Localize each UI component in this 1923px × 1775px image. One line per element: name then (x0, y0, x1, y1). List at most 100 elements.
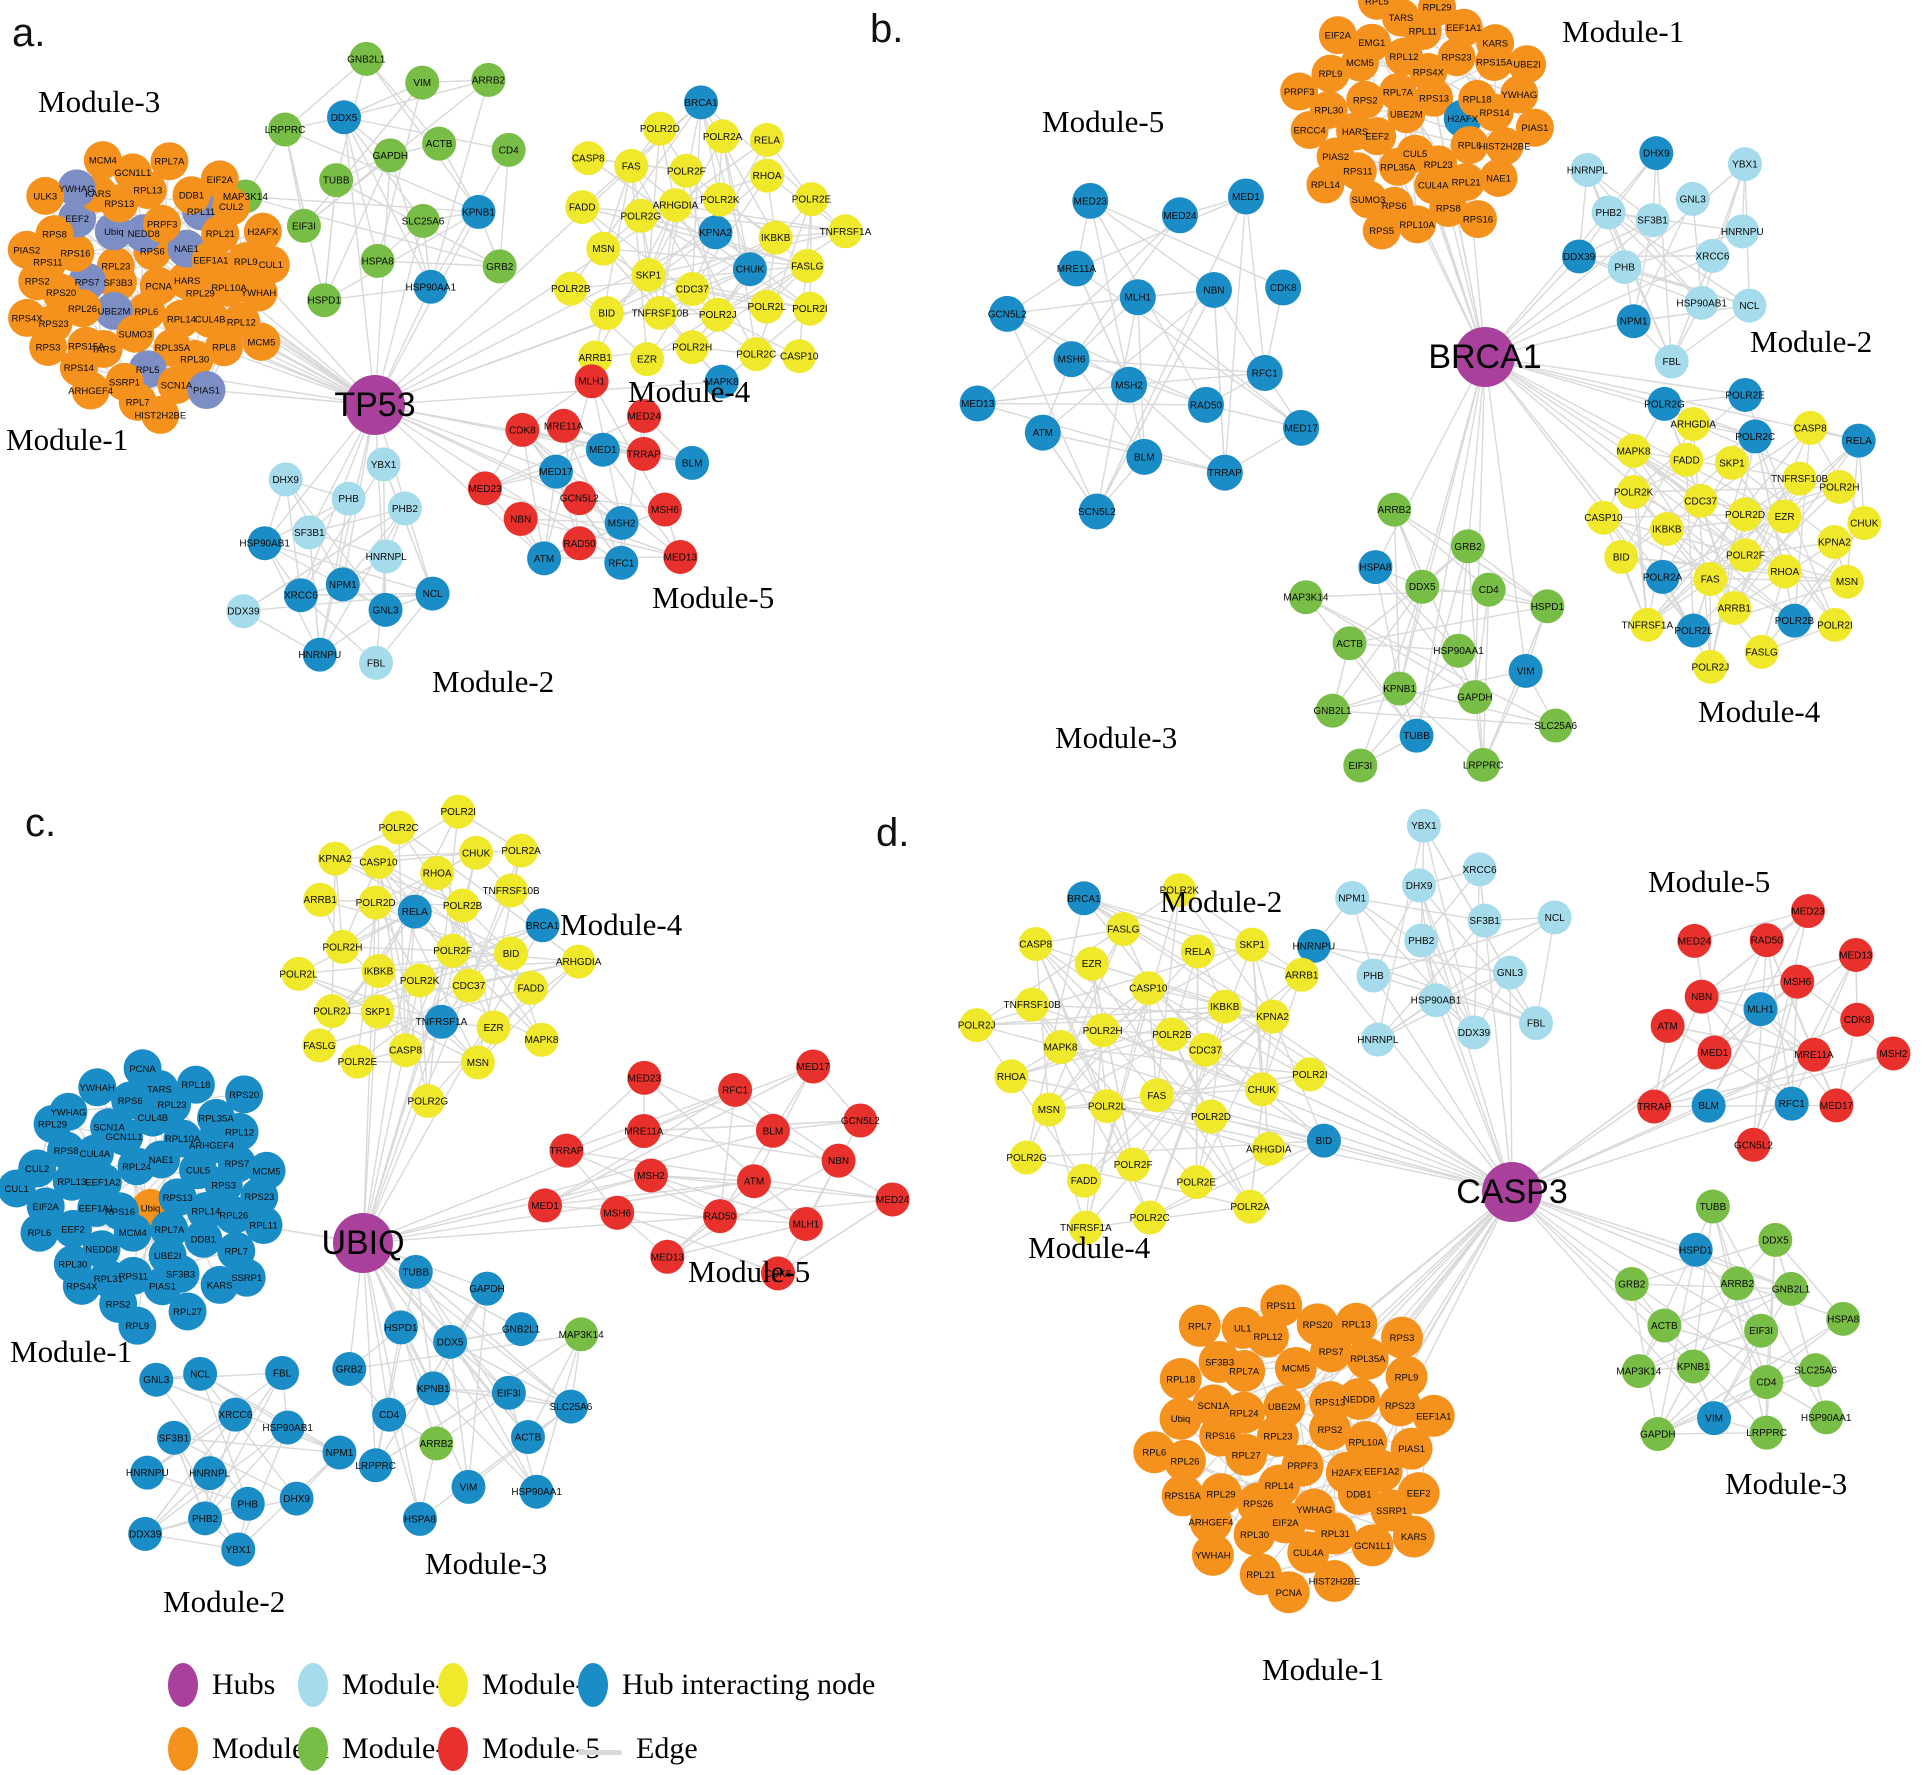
node-label: HIST2H2BE (1309, 1577, 1361, 1588)
node-label: TUBB (323, 176, 350, 187)
edge (667, 1159, 839, 1258)
node-SKP1 (631, 257, 666, 292)
node-label: Ubiq (141, 1203, 161, 1214)
node-label: RPS7 (224, 1159, 249, 1170)
node-label: KPNA2 (319, 854, 352, 865)
edge (1633, 198, 1694, 322)
node-label: CUL5 (1403, 149, 1427, 160)
edge (1708, 1052, 1894, 1107)
node-RFC1 (604, 545, 639, 580)
node-MLH1 (574, 364, 609, 399)
edge (1210, 1115, 1513, 1193)
hub-interacting-swatch-icon (578, 1663, 608, 1707)
node-label: POLR2A (1230, 1202, 1270, 1213)
edge (1083, 897, 1253, 946)
edge (659, 205, 677, 313)
node-HSPA8 (1826, 1301, 1861, 1336)
node-RFC1 (718, 1072, 753, 1107)
node-label: ACTB (426, 139, 453, 150)
node-RPL12 (220, 1112, 259, 1151)
node-label: VIM (460, 1482, 478, 1493)
node-RHOA (994, 1059, 1029, 1094)
node-label: RPS8 (42, 230, 67, 241)
node-label: ARHGEF4 (189, 1140, 234, 1151)
node-BLM (675, 445, 710, 480)
edge (1129, 372, 1265, 386)
node-label: POLR2L (279, 969, 318, 980)
node-POLR2K (1616, 475, 1651, 510)
node-MED13 (959, 385, 996, 422)
edge (1075, 268, 1130, 386)
node-label: RPS15A (1164, 1491, 1201, 1502)
node-MRE11A (626, 1113, 661, 1148)
node-label: MED17 (1284, 423, 1318, 434)
hub-label-TP53: TP53 (334, 386, 415, 424)
node-label: RPL9 (1319, 69, 1343, 80)
node-label: MRE11A (624, 1126, 664, 1137)
node-label: MSN (592, 244, 614, 255)
node-label: POLR2G (408, 1096, 449, 1107)
node-POLR2I (792, 291, 827, 326)
node-label: PHB2 (1408, 936, 1435, 947)
edge (1377, 825, 1425, 1040)
edge (1511, 1191, 1696, 1251)
node-CASP8 (571, 141, 606, 176)
node-UL1 (1221, 1306, 1264, 1349)
node-HNRNPU (130, 1455, 165, 1490)
node-RPS5 (1362, 211, 1401, 250)
node-RPL23 (96, 247, 135, 286)
edge (1421, 356, 1486, 587)
node-label: POLR2A (703, 132, 743, 143)
edge (1667, 1025, 1815, 1056)
edge (204, 1372, 283, 1519)
node-DDB1 (172, 176, 211, 215)
node-label: CHUK (1850, 519, 1879, 530)
edge (977, 214, 1181, 404)
node-label: RPL12 (225, 1127, 254, 1138)
edge (415, 1271, 538, 1493)
node-label: NPM1 (326, 1448, 354, 1459)
node-SCN5L2 (1078, 493, 1115, 530)
node-RPL6 (20, 1213, 59, 1252)
node-SUMO3 (116, 314, 155, 353)
node-ACTB (1332, 626, 1367, 661)
edge (1657, 1249, 1697, 1435)
node-RPL6 (1450, 126, 1489, 165)
node-label: RPL26 (219, 1211, 248, 1222)
edge (1178, 889, 1274, 1017)
node-CD4 (1471, 572, 1506, 607)
node-label: RPL27 (1232, 1450, 1261, 1461)
edge (1608, 211, 1750, 307)
node-label: RPL14 (167, 314, 196, 325)
node-HIST2H2BE (1485, 127, 1524, 166)
node-label: MLH1 (578, 377, 605, 388)
node-label: RPL31 (1321, 1529, 1350, 1540)
module-label: Module-3 (1055, 720, 1177, 755)
node-label: FASLG (1746, 647, 1778, 658)
edge (1332, 586, 1423, 712)
node-label: RPS26 (1243, 1499, 1273, 1510)
edge (1484, 219, 1654, 358)
edge (1793, 522, 1865, 622)
node-label: SF3B3 (103, 278, 132, 289)
node-NBN (1195, 272, 1232, 309)
node-RPL13 (1335, 1302, 1378, 1345)
node-NCL (415, 576, 450, 611)
edge (1251, 944, 1270, 1149)
node-label: GRB2 (1454, 542, 1482, 553)
node-NEDD8 (1337, 1377, 1380, 1420)
edge (374, 220, 424, 406)
node-label: CASP10 (1584, 513, 1623, 524)
edge (1323, 1139, 1513, 1193)
node-ACTB (1647, 1308, 1682, 1343)
node-MLH1 (788, 1206, 823, 1241)
node-EEF1A1 (1444, 8, 1483, 47)
node-MCM4 (113, 1213, 152, 1252)
node-label: RPL29 (1207, 1490, 1236, 1501)
node-label: MED1 (1232, 192, 1260, 203)
node-CASP10 (361, 845, 396, 880)
node-POLR2F (669, 153, 704, 188)
node-label: POLR2J (699, 310, 737, 321)
node-label: RPL12 (227, 317, 256, 328)
node-ARHGDIA (1251, 1131, 1286, 1166)
